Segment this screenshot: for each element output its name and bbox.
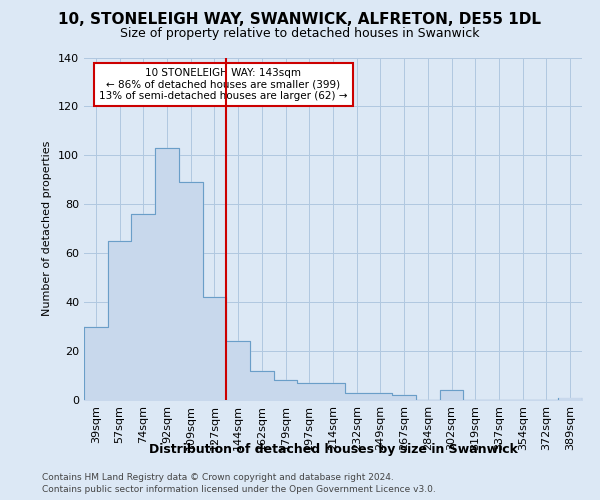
Text: Distribution of detached houses by size in Swanwick: Distribution of detached houses by size … — [149, 442, 517, 456]
Text: Size of property relative to detached houses in Swanwick: Size of property relative to detached ho… — [120, 28, 480, 40]
Text: 10, STONELEIGH WAY, SWANWICK, ALFRETON, DE55 1DL: 10, STONELEIGH WAY, SWANWICK, ALFRETON, … — [59, 12, 542, 28]
Y-axis label: Number of detached properties: Number of detached properties — [43, 141, 52, 316]
Text: 10 STONELEIGH WAY: 143sqm
← 86% of detached houses are smaller (399)
13% of semi: 10 STONELEIGH WAY: 143sqm ← 86% of detac… — [99, 68, 347, 101]
Text: Contains public sector information licensed under the Open Government Licence v3: Contains public sector information licen… — [42, 485, 436, 494]
Text: Contains HM Land Registry data © Crown copyright and database right 2024.: Contains HM Land Registry data © Crown c… — [42, 472, 394, 482]
